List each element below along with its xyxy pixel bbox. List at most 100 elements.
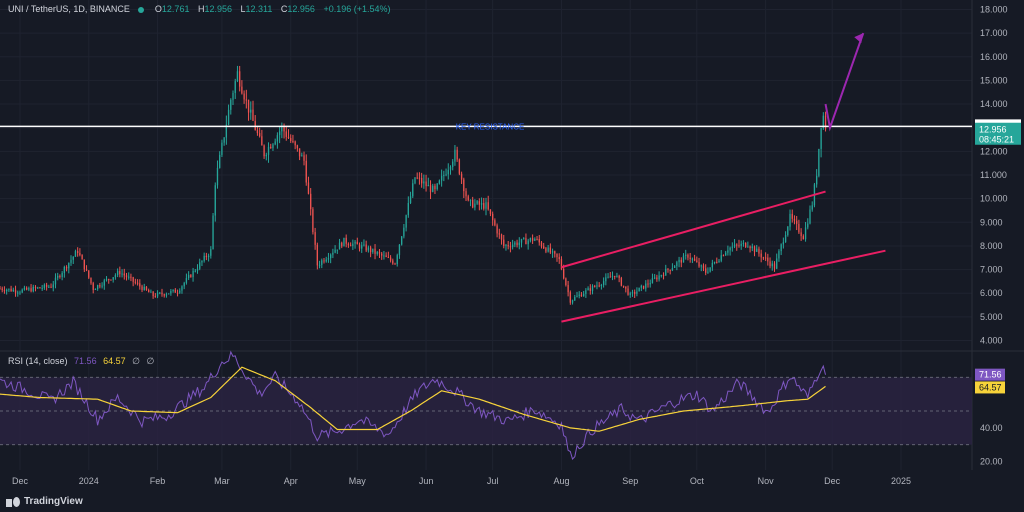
candle-body — [221, 142, 223, 155]
candle-body — [689, 257, 691, 259]
candle-body — [405, 215, 407, 228]
rsi-line — [0, 350, 826, 460]
candle-body — [554, 251, 556, 254]
candle-body — [336, 249, 338, 251]
candle-body — [143, 286, 145, 291]
candle-body — [802, 236, 805, 240]
candle-body — [32, 286, 34, 292]
candle-body — [101, 285, 103, 287]
candle-body — [114, 275, 117, 278]
candle-body — [201, 260, 203, 263]
candle-body — [671, 267, 674, 271]
candle-body — [358, 244, 361, 249]
channel-lower-line[interactable] — [561, 249, 886, 323]
candle-body — [756, 248, 758, 252]
candle-body — [800, 232, 802, 237]
price-tick-label: 16.000 — [980, 52, 1008, 62]
candle-body — [614, 275, 616, 277]
projection-arrow-path[interactable] — [824, 32, 865, 132]
candle-body — [478, 201, 481, 205]
rsi-label[interactable]: RSI (14, close) — [8, 356, 68, 366]
last-price-tag-label: 12.956 — [979, 125, 1007, 135]
candle-body — [28, 288, 30, 290]
candle-body — [463, 179, 465, 192]
time-tick-label: Nov — [758, 476, 775, 486]
candle-body — [647, 283, 649, 285]
candle-body — [363, 244, 365, 246]
candle-body — [187, 275, 190, 279]
candle-body — [498, 233, 500, 235]
candle-body — [669, 269, 671, 271]
candle-body — [170, 290, 172, 294]
candle-body — [172, 289, 174, 291]
candle-body — [620, 277, 623, 286]
candle-body — [296, 145, 299, 149]
candle-body — [483, 203, 485, 209]
channel-upper-line[interactable] — [561, 190, 826, 269]
candle-body — [54, 277, 57, 285]
candle-body — [332, 252, 334, 255]
candle-body — [445, 174, 447, 176]
candle-body — [45, 284, 48, 287]
candle-body — [345, 237, 347, 244]
candle-body — [598, 285, 600, 287]
candle-body — [707, 271, 709, 273]
candle-body — [822, 115, 824, 129]
rsi-value: 71.56 — [74, 356, 97, 366]
candle-body — [543, 246, 545, 249]
candle-body — [176, 292, 179, 294]
candle-body — [356, 241, 358, 245]
candle-body — [607, 276, 609, 278]
rsi-extra-2: ∅ — [146, 356, 155, 366]
candle-body — [634, 292, 636, 294]
candle-body — [789, 213, 791, 227]
symbol-header: UNI / TetherUS, 1D, BINANCE O12.761 H12.… — [8, 4, 391, 14]
close-value: 12.956 — [287, 4, 315, 14]
rsi-ma-tag — [975, 381, 1005, 394]
tradingview-logo[interactable]: TradingView — [6, 496, 83, 507]
candle-body — [61, 273, 63, 278]
candle-body — [489, 209, 492, 214]
candle-body — [520, 238, 523, 243]
candle-body — [744, 242, 747, 247]
candle-body — [298, 148, 301, 157]
candle-body — [96, 285, 99, 290]
candle-body — [776, 258, 778, 269]
candle-body — [230, 99, 232, 110]
time-tick-label: Mar — [214, 476, 230, 486]
candle-body — [74, 251, 77, 257]
candle-body — [334, 249, 336, 253]
candle-body — [762, 257, 765, 259]
candle-body — [567, 285, 569, 293]
candle-body — [645, 283, 647, 289]
candle-body — [636, 291, 638, 294]
candle-body — [709, 267, 711, 272]
candle-body — [476, 201, 478, 204]
time-tick-label: Aug — [553, 476, 569, 486]
candle-body — [70, 259, 72, 263]
candle-body — [8, 288, 10, 290]
candle-body — [301, 155, 303, 157]
candle-body — [5, 289, 8, 292]
candle-body — [469, 199, 472, 201]
candle-body — [529, 238, 532, 241]
symbol-label[interactable]: UNI / TetherUS, 1D, BINANCE — [8, 4, 130, 14]
candle-body — [396, 255, 398, 265]
time-tick-label: Oct — [690, 476, 705, 486]
candle-body — [665, 268, 667, 276]
candle-body — [514, 242, 516, 245]
candle-body — [59, 275, 61, 278]
candle-body — [458, 159, 461, 174]
candle-body — [274, 141, 276, 145]
candle-body — [183, 282, 185, 287]
candle-body — [773, 263, 776, 269]
candle-body — [39, 287, 41, 289]
candle-body — [245, 99, 247, 101]
candle-body — [656, 277, 658, 280]
candle-body — [196, 268, 199, 271]
candle-body — [749, 246, 751, 249]
candle-body — [1, 288, 3, 291]
candle-body — [778, 251, 780, 259]
candle-body — [154, 296, 157, 298]
